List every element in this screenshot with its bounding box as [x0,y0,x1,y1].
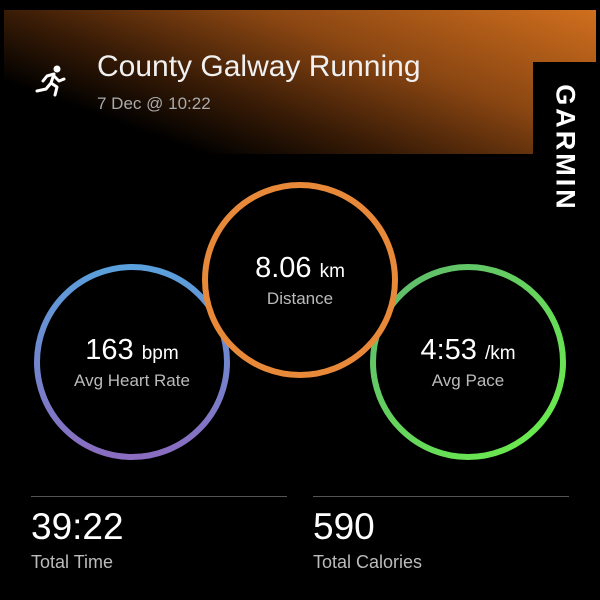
pace-unit: /km [484,343,516,364]
activity-title: County Galway Running [97,50,421,83]
pace-label: Avg Pace [431,371,505,390]
total-calories-label: Total Calories [313,552,423,572]
total-time-label: Total Time [31,552,114,572]
activity-date: 7 Dec @ 10:22 [97,94,211,113]
total-calories-value: 590 [313,506,375,547]
heart-rate-unit: bpm [141,343,179,364]
heart-rate-ring [34,264,230,460]
distance-metric: 8.06 km Distance [205,252,395,309]
heart-rate-label: Avg Heart Rate [74,371,190,390]
divider [313,496,569,497]
divider [31,496,287,497]
total-time-stat: 39:22 Total Time [31,506,124,573]
distance-unit: km [319,261,345,282]
total-calories-stat: 590 Total Calories [313,506,422,573]
distance-ring [202,182,398,378]
pace-value: 4:53 [420,334,477,366]
activity-header-banner [4,10,596,154]
running-icon [35,65,66,97]
heart-rate-metric: 163 bpm Avg Heart Rate [37,334,227,391]
distance-value: 8.06 [255,252,312,284]
pace-ring [370,264,566,460]
pace-metric: 4:53 /km Avg Pace [373,334,563,391]
total-time-value: 39:22 [31,506,124,547]
heart-rate-value: 163 [85,334,134,366]
garmin-logo-box [533,62,596,234]
distance-label: Distance [266,289,334,308]
